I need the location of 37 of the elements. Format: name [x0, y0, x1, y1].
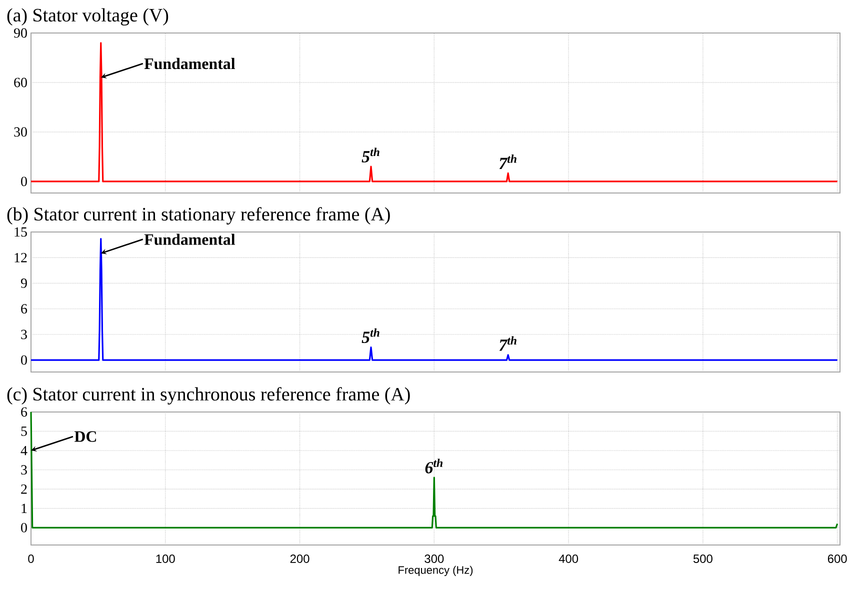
y-tick-label: 0	[21, 176, 27, 186]
x-tick-label: 500	[693, 554, 712, 563]
chart-title: (a) Stator voltage (V)	[7, 8, 168, 26]
x-axis-title: Frequency (Hz)	[398, 566, 473, 576]
annotation: 5$^{th}$	[362, 328, 380, 344]
y-tick-label: 2	[21, 484, 27, 494]
annotation: DC	[74, 431, 96, 442]
annotation: 7$^{th}$	[499, 154, 516, 170]
y-tick-label: 6	[21, 407, 28, 417]
annotation: 5$^{th}$	[362, 148, 380, 162]
y-tick-label: 0	[21, 355, 27, 365]
y-tick-label: 15	[14, 227, 27, 237]
y-tick-label: 30	[14, 127, 27, 137]
y-tick-label: 3	[21, 465, 27, 475]
annotation: 6$^{th}$	[425, 458, 442, 474]
x-tick-label: 200	[290, 554, 310, 563]
annotation: 7$^{th}$	[499, 336, 516, 351]
chart-title: (c) Stator current in synchronous reference frame (A)	[7, 387, 410, 404]
y-tick-label: 90	[14, 28, 27, 38]
line-series	[30, 42, 838, 182]
annotation: Fundamental	[144, 58, 236, 70]
y-tick-label: 4	[20, 446, 28, 456]
chart-title: (b) Stator current in stationary reference frame (A)	[7, 207, 390, 224]
y-tick-label: 60	[14, 78, 27, 88]
y-tick-label: 6	[21, 304, 28, 314]
y-tick-label: 9	[20, 278, 27, 288]
annotation: Fundamental	[144, 234, 236, 245]
x-tick-label: 300	[424, 554, 444, 563]
x-tick-label: 600	[828, 554, 847, 563]
x-tick-label: 0	[28, 554, 34, 563]
y-tick-label: 3	[21, 330, 27, 340]
y-tick-label: 12	[14, 252, 27, 262]
x-tick-label: 100	[156, 554, 175, 563]
y-tick-label: 1	[22, 504, 27, 513]
y-tick-label: 5	[21, 426, 27, 436]
y-tick-label: 0	[21, 522, 27, 532]
x-tick-label: 400	[558, 554, 578, 563]
